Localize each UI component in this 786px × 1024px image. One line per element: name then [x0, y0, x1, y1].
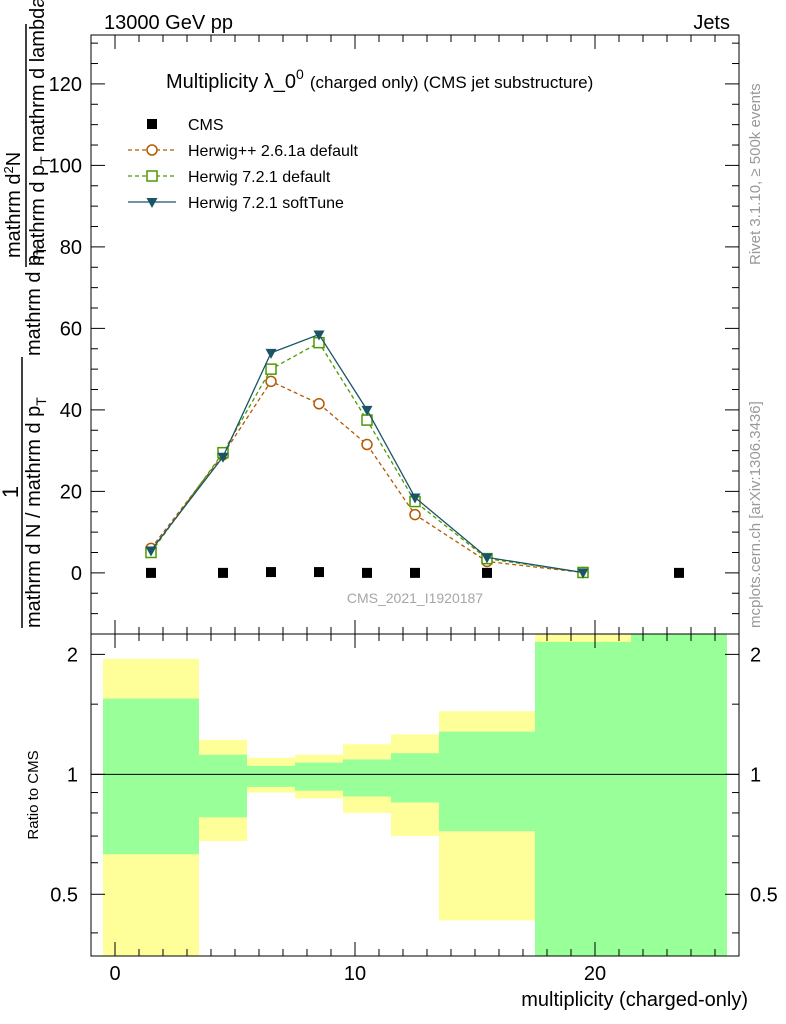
- data-point: [265, 363, 277, 375]
- ratio-ytick-label: 2: [67, 644, 78, 666]
- ylabel-frac-den-text: mathrm d N / mathrm d p: [23, 406, 45, 628]
- plot-title: Multiplicity λ_00 (charged only) (CMS jet…: [166, 66, 593, 93]
- mcplots-label: mcplots.cern.ch [arXiv:1306.3436]: [747, 401, 764, 628]
- data-point: [674, 567, 684, 578]
- data-point: [481, 553, 493, 564]
- main-ytick-label: 60: [60, 318, 82, 340]
- data-point: [409, 508, 421, 521]
- data-point: [361, 405, 373, 416]
- series-2: [145, 336, 589, 579]
- legend-marker-3: [146, 198, 158, 208]
- ylabel-den-a: mathrm d p: [27, 165, 49, 266]
- ratio-ytick-label-right: 2: [750, 644, 761, 666]
- series-line-1: [150, 380, 584, 574]
- xtick-label: 0: [109, 963, 120, 985]
- data-point: [218, 567, 228, 578]
- ylabel-den-sub: T: [37, 156, 53, 165]
- header-energy: 13000 GeV pp: [104, 12, 233, 34]
- ylabel-num-a: mathrm d: [3, 174, 25, 258]
- ratio-ytick-label: 0.5: [50, 884, 78, 906]
- ratio-band-inner-8: [631, 634, 727, 956]
- data-point: [313, 398, 325, 410]
- ylabel-num: mathrm d2N: [1, 152, 25, 258]
- ylabel-den-b: mathrm d lambda: [27, 0, 49, 152]
- data-point: [361, 438, 373, 451]
- ylabel-lead-text: mathrm d p: [23, 255, 45, 356]
- data-point: [313, 330, 325, 341]
- rivet-version-label: Rivet 3.1.10, ≥ 500k events: [747, 83, 764, 265]
- plot-title-main: Multiplicity λ_0: [166, 71, 296, 93]
- main-axis-ticks: 0 20 40 60 80 100 120: [49, 35, 740, 634]
- ratio-band-inner-7: [535, 641, 631, 956]
- ylabel-lead-sub: T: [33, 246, 49, 255]
- legend-label-2: Herwig 7.2.1 default: [188, 169, 331, 186]
- ylabel-lead: mathrm d pT: [23, 246, 49, 356]
- series-3: [145, 330, 589, 579]
- data-point: [482, 567, 492, 578]
- ylabel-num-sup: 2: [1, 166, 16, 173]
- ratio-plot-frame: [90, 633, 740, 957]
- series-line-2: [150, 341, 584, 574]
- ratio-ytick-label: 1: [67, 764, 78, 786]
- x-axis-label: multiplicity (charged-only): [521, 989, 748, 1011]
- ratio-band-inner-3: [295, 762, 343, 791]
- ylabel-frac-den-sub: T: [33, 397, 49, 406]
- header-process: Jets: [693, 12, 730, 34]
- main-ytick-label: 40: [60, 400, 82, 422]
- analysis-watermark: CMS_2021_I1920187: [347, 590, 483, 606]
- ylabel-den: mathrm d pTmathrm d lambda: [27, 0, 53, 266]
- legend: CMS Herwig++ 2.6.1a default Herwig 7.2.1 d…: [128, 117, 358, 212]
- main-y-axis-label: 1 mathrm d N / mathrm d pT mathrm d pT m…: [0, 0, 53, 628]
- main-ytick-label: 20: [60, 481, 82, 503]
- ratio-band-inner-5: [391, 753, 439, 803]
- data-point: [266, 567, 276, 578]
- legend-label-3: Herwig 7.2.1 softTune: [188, 195, 344, 212]
- data-point: [362, 567, 372, 578]
- data-series: [145, 330, 684, 579]
- ylabel-frac-num: 1: [0, 486, 23, 498]
- data-point: [577, 568, 589, 579]
- ratio-band-inner-0: [103, 698, 199, 855]
- data-point: [409, 493, 421, 504]
- ratio-ytick-label-right: 1: [750, 764, 761, 786]
- main-ytick-label: 0: [71, 563, 82, 585]
- legend-marker-0: [147, 119, 157, 129]
- legend-label-0: CMS: [188, 117, 224, 134]
- ratio-band-inner-4: [343, 759, 391, 797]
- data-point: [265, 375, 277, 388]
- ratio-axis-ticks: 0.5 0.51 12 20 10 20: [50, 634, 778, 985]
- data-point: [410, 567, 420, 578]
- ylabel-frac-den: mathrm d N / mathrm d pT: [23, 397, 49, 628]
- ratio-ytick-label-right: 0.5: [750, 884, 778, 906]
- plot-title-suffix: (charged only) (CMS jet substructure): [310, 73, 593, 92]
- main-ytick-label: 100: [49, 155, 82, 177]
- ratio-y-axis-label: Ratio to CMS: [25, 750, 42, 839]
- data-point: [217, 452, 229, 463]
- main-ytick-label: 120: [49, 74, 82, 96]
- legend-label-1: Herwig++ 2.6.1a default: [188, 143, 358, 160]
- data-point: [146, 567, 156, 578]
- ratio-bands: [91, 634, 739, 956]
- ylabel-num-b: N: [3, 152, 25, 166]
- series-0: [146, 567, 684, 578]
- xtick-label: 20: [584, 963, 606, 985]
- legend-marker-1: [146, 144, 158, 156]
- ratio-band-inner-2: [247, 765, 295, 787]
- ratio-band-inner-1: [199, 754, 247, 818]
- xtick-label: 10: [344, 963, 366, 985]
- data-point: [145, 546, 157, 557]
- ratio-band-inner-6: [439, 731, 535, 832]
- plot-title-sup: 0: [296, 66, 304, 82]
- data-point: [314, 567, 324, 578]
- data-point: [265, 348, 277, 359]
- series-line-3: [150, 333, 584, 574]
- main-ytick-label: 80: [60, 237, 82, 259]
- legend-marker-2: [146, 170, 158, 182]
